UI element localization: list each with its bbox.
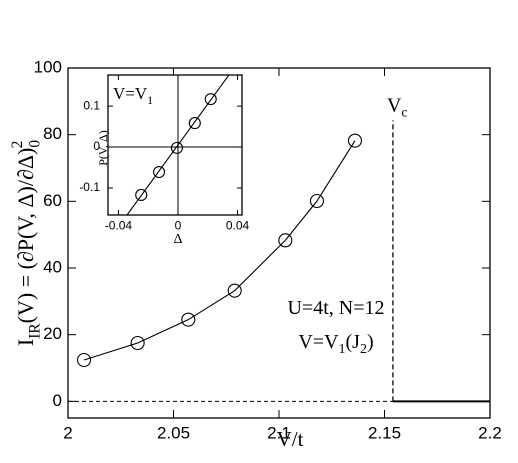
text-part: 2 bbox=[360, 342, 367, 357]
text-part: IR bbox=[26, 323, 43, 339]
text-part: 0 bbox=[26, 140, 43, 148]
text-part: V=V bbox=[298, 331, 339, 353]
data-point bbox=[170, 141, 183, 154]
text-part: U=4t, N=12 bbox=[287, 297, 384, 319]
text-part: c bbox=[401, 106, 407, 121]
x-tick-label: 2.2 bbox=[478, 424, 502, 443]
y-tick-label: 0 bbox=[93, 139, 100, 153]
inset-label: V=V1 bbox=[113, 84, 153, 107]
text-part: Δ bbox=[173, 232, 182, 247]
y-axis-label: IIR(V) = (∂P(V, Δ)/∂Δ)02 bbox=[9, 140, 44, 346]
data-point bbox=[153, 165, 166, 179]
data-point bbox=[188, 117, 201, 130]
data-point bbox=[347, 133, 363, 148]
text-part: 1 bbox=[147, 93, 153, 107]
data-point bbox=[227, 283, 242, 298]
x-tick-label: 0.04 bbox=[226, 219, 250, 233]
text-part: V bbox=[387, 94, 402, 116]
series-group bbox=[76, 133, 363, 368]
data-point bbox=[309, 193, 325, 209]
x-tick-label: 2.05 bbox=[157, 424, 190, 443]
x-tick-label: 2 bbox=[63, 424, 72, 443]
series-group bbox=[126, 75, 230, 215]
data-point bbox=[278, 233, 293, 248]
x-axis-label: V/t bbox=[277, 427, 304, 451]
series-line bbox=[83, 140, 356, 361]
text-part: (J bbox=[346, 331, 361, 353]
annotation: U=4t, N=12 bbox=[287, 297, 384, 319]
y-tick-label: -0.1 bbox=[79, 180, 100, 194]
text-part: 1 bbox=[339, 342, 346, 357]
text-part: ) bbox=[367, 331, 374, 353]
data-point bbox=[76, 352, 92, 368]
text-part: V/t bbox=[277, 427, 304, 451]
series-line bbox=[126, 75, 230, 215]
y-tick-label: 80 bbox=[43, 124, 62, 143]
text-part: 2 bbox=[9, 141, 26, 149]
y-tick-label: 20 bbox=[43, 324, 62, 343]
inset-background bbox=[108, 75, 242, 215]
data-point bbox=[130, 335, 145, 351]
text-part: I bbox=[13, 339, 38, 346]
plot-frame bbox=[107, 74, 243, 216]
data-point bbox=[204, 93, 217, 106]
y-tick-label: 100 bbox=[34, 57, 62, 76]
inset-x-label: Δ bbox=[173, 232, 182, 247]
inset-y-label: P(V, Δ) bbox=[96, 130, 110, 166]
x-tick-label: 2.15 bbox=[368, 424, 401, 443]
y-tick-label: 0 bbox=[53, 391, 62, 410]
annotation: V=V1(J2) bbox=[298, 331, 373, 358]
x-tick-label: -0.04 bbox=[105, 219, 133, 233]
data-point bbox=[135, 188, 148, 201]
data-point bbox=[181, 312, 196, 327]
y-tick-label: 0.1 bbox=[83, 98, 100, 112]
y-tick-label: 60 bbox=[43, 191, 62, 210]
text-part: (V) = (∂P(V, Δ)/∂Δ) bbox=[13, 148, 38, 324]
x-tick-label: 2.1 bbox=[267, 424, 291, 443]
y-tick-label: 40 bbox=[43, 257, 62, 276]
text-part: V=V bbox=[113, 84, 148, 103]
x-tick-label: 0 bbox=[175, 219, 182, 233]
critical-label: Vc bbox=[387, 94, 408, 121]
text-part: P(V, Δ) bbox=[96, 130, 110, 166]
